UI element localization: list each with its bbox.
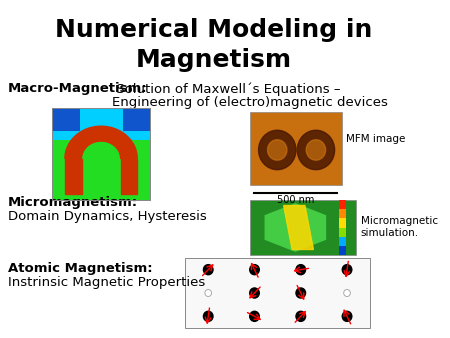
Circle shape bbox=[296, 311, 306, 321]
Polygon shape bbox=[65, 126, 137, 159]
Text: 500 nm: 500 nm bbox=[277, 195, 315, 205]
Text: Instrinsic Magnetic Properties: Instrinsic Magnetic Properties bbox=[8, 276, 205, 289]
Circle shape bbox=[342, 311, 352, 321]
Text: Domain Dynamics, Hysteresis: Domain Dynamics, Hysteresis bbox=[8, 210, 207, 223]
Bar bbox=[339, 218, 347, 227]
Circle shape bbox=[203, 265, 213, 275]
Bar bbox=[122, 108, 150, 131]
Circle shape bbox=[205, 290, 211, 296]
Bar bbox=[52, 108, 80, 131]
Circle shape bbox=[268, 140, 287, 160]
Circle shape bbox=[344, 290, 351, 296]
Polygon shape bbox=[284, 206, 313, 249]
Bar bbox=[339, 227, 347, 237]
Bar bbox=[52, 140, 150, 200]
Circle shape bbox=[250, 265, 259, 275]
Polygon shape bbox=[65, 159, 81, 194]
Circle shape bbox=[250, 288, 259, 298]
Text: Numerical Modeling in: Numerical Modeling in bbox=[55, 18, 372, 42]
Bar bbox=[250, 112, 342, 185]
Circle shape bbox=[203, 311, 213, 321]
Polygon shape bbox=[121, 159, 137, 194]
Circle shape bbox=[342, 265, 352, 275]
Circle shape bbox=[259, 130, 296, 170]
Bar bbox=[339, 209, 347, 218]
Bar bbox=[339, 200, 347, 209]
Circle shape bbox=[297, 130, 335, 170]
Bar bbox=[250, 200, 356, 255]
Circle shape bbox=[306, 140, 326, 160]
Circle shape bbox=[250, 311, 259, 321]
Bar bbox=[185, 258, 370, 328]
Bar bbox=[52, 108, 150, 200]
Text: Macro-Magnetism:: Macro-Magnetism: bbox=[8, 82, 147, 95]
Text: Magnetism: Magnetism bbox=[135, 48, 292, 72]
Polygon shape bbox=[265, 204, 325, 251]
Text: Micromagnetism:: Micromagnetism: bbox=[8, 196, 138, 209]
Text: Atomic Magnetism:: Atomic Magnetism: bbox=[8, 262, 152, 275]
Circle shape bbox=[296, 265, 306, 275]
Circle shape bbox=[296, 288, 306, 298]
Text: MFM image: MFM image bbox=[346, 134, 406, 144]
Text: Solution of Maxwell´s Equations –: Solution of Maxwell´s Equations – bbox=[112, 82, 341, 96]
Bar bbox=[339, 246, 347, 255]
Bar bbox=[339, 237, 347, 246]
Text: Micromagnetic
simulation.: Micromagnetic simulation. bbox=[361, 217, 438, 238]
Bar bbox=[52, 108, 150, 200]
Text: Engineering of (electro)magnetic devices: Engineering of (electro)magnetic devices bbox=[112, 96, 388, 109]
